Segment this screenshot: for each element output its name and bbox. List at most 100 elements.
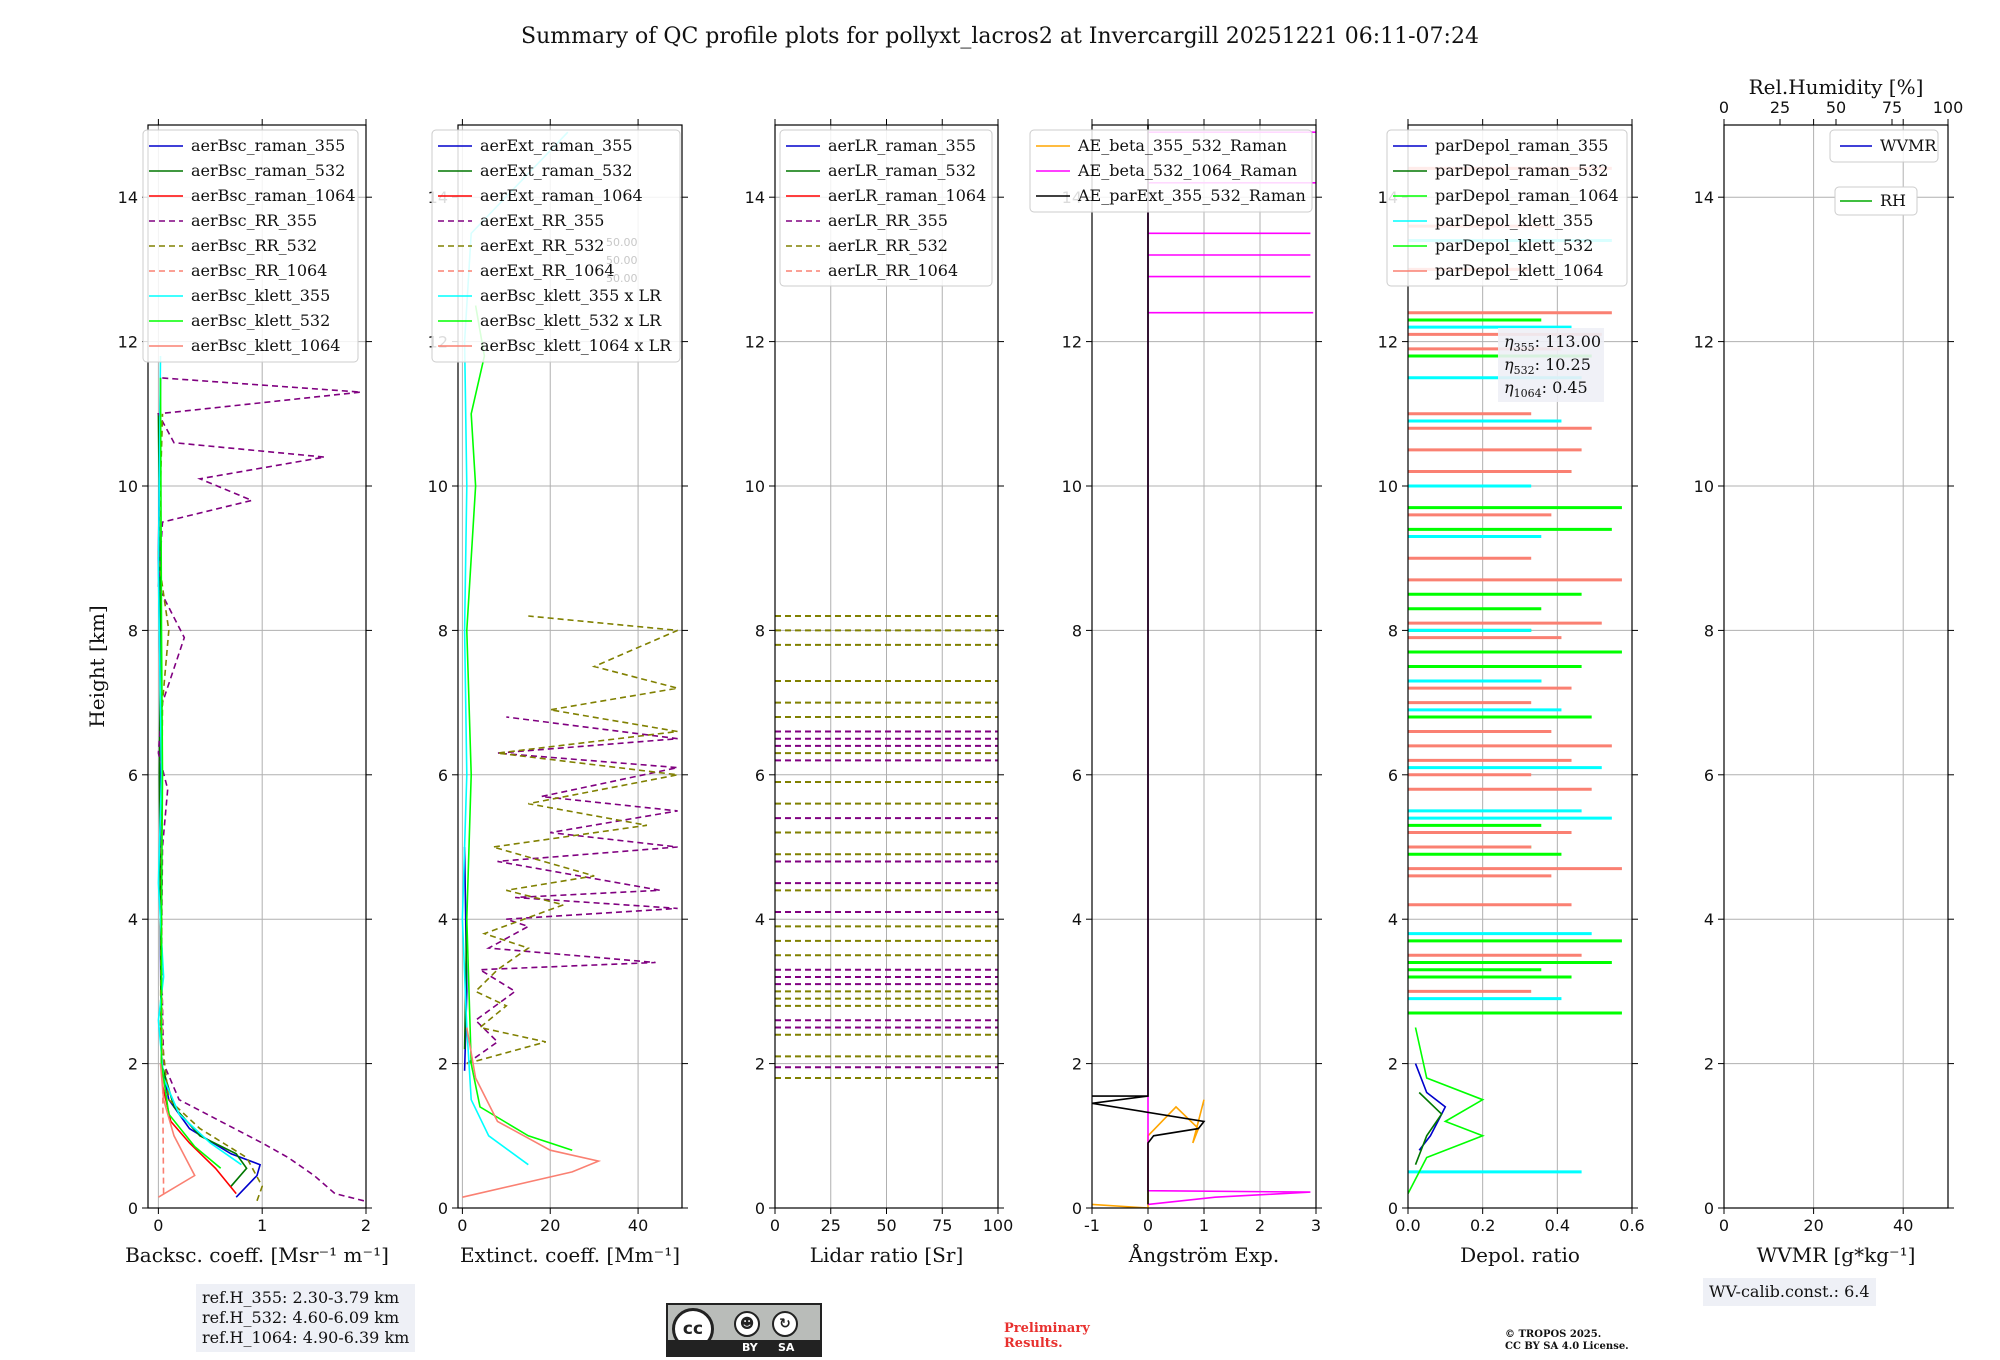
x-axis-label: Backsc. coeff. [Msr⁻¹ m⁻¹]	[125, 1243, 389, 1267]
x-axis-label: Lidar ratio [Sr]	[810, 1243, 964, 1267]
x-tick-label: 0.0	[1395, 1216, 1420, 1235]
series-aerBsc_klett_532	[159, 377, 222, 1169]
preliminary-line-2: Results.	[1004, 1336, 1063, 1351]
cc-label-bar	[668, 1340, 820, 1355]
cc-license-badge: cc ☻ ↻ BY SA	[666, 1303, 822, 1357]
x-tick-label: 2	[361, 1216, 371, 1235]
x-tick-label: 1	[257, 1216, 267, 1235]
plot-frame	[147, 124, 367, 1209]
y-tick-label: 4	[128, 910, 138, 929]
legend-label: aerBsc_raman_1064	[191, 186, 356, 205]
x-axis-label: Depol. ratio	[1460, 1243, 1580, 1267]
cc-sa-label: SA	[778, 1341, 795, 1354]
cc-by-label: BY	[742, 1341, 758, 1354]
x-tick-label: 75	[932, 1216, 952, 1235]
y-tick-label: 4	[1388, 910, 1398, 929]
legend-label: aerBsc_raman_355	[191, 136, 345, 155]
y-tick-label: 8	[128, 621, 138, 640]
x-tick-label: 3	[1311, 1216, 1321, 1235]
legend-background	[779, 129, 993, 287]
x2-tick-label: 0	[1719, 98, 1729, 117]
legend-label: aerBsc_klett_1064	[191, 336, 340, 355]
series-AE_beta_532_1064_Raman	[1147, 131, 1316, 1206]
figure-title: Summary of QC profile plots for pollyxt_…	[521, 24, 1479, 49]
series-aerExt_RR_532	[466, 615, 678, 1065]
x2-tick-label: 100	[1933, 98, 1964, 117]
x-tick-label: 25	[821, 1216, 841, 1235]
legend-background	[431, 129, 681, 363]
panel-water_vapor: 0 20 40 0 2 4 6 8 10 12 14 WVMR [g*kg⁻¹] Rel.Humidit…	[1694, 75, 1964, 1267]
x-tick-label: 0.4	[1545, 1216, 1570, 1235]
wv-calib-box: WV-calib.const.: 6.4	[1703, 1278, 1876, 1306]
y-tick-label: 6	[438, 766, 448, 785]
copyright-line-2: CC BY SA 4.0 License.	[1505, 1341, 1629, 1352]
lr-overlay: 50.00 50.00 50.00	[606, 236, 638, 285]
legend-backscatter: aerBsc_raman_355 aerBsc_raman_532 aerBsc_r…	[142, 129, 359, 363]
y-axis-label: Height [km]	[85, 605, 109, 727]
series-aerBsc_klett_355	[157, 355, 242, 1166]
y-tick-label: 4	[755, 910, 765, 929]
y-tick-label: 8	[1072, 621, 1082, 640]
y-tick-label: 6	[1388, 766, 1398, 785]
y-tick-label: 6	[1704, 766, 1714, 785]
copyright-note: © TROPOS 2025. CC BY SA 4.0 License.	[1505, 1329, 1629, 1353]
x-tick-label: 0	[770, 1216, 780, 1235]
legend-label: AE_beta_532_1064_Raman	[1077, 161, 1297, 180]
y-tick-label: 12	[745, 333, 765, 352]
series-AE_beta_355_532_Raman	[1092, 1099, 1205, 1208]
legend-label: aerBsc_klett_355	[191, 286, 330, 305]
legend-label: aerExt_RR_355	[480, 211, 604, 230]
legend-label: aerLR_raman_532	[828, 161, 976, 180]
legend-label: RH	[1880, 191, 1906, 210]
legend-label: aerExt_raman_355	[480, 136, 633, 155]
legend-extinction: aerExt_raman_355 aerExt_raman_532 aerExt_r…	[431, 129, 681, 363]
legend-label: parDepol_klett_532	[1435, 236, 1593, 255]
y-tick-label: 2	[1072, 1055, 1082, 1074]
lr-overlay-1064: 50.00	[606, 272, 638, 285]
eta-1064: η1064: 0.45	[1504, 378, 1588, 400]
overlays: 50.00 50.00 50.00 η355: 113.00 η532: 10.…	[606, 236, 1604, 402]
series-group	[461, 131, 678, 1198]
legend-label: aerBsc_RR_1064	[191, 261, 327, 280]
legend-label: aerExt_raman_1064	[480, 186, 643, 205]
series-aerBsc_klett_1064 x LR	[462, 1027, 602, 1198]
x-axis-label: Ångström Exp.	[1128, 1242, 1279, 1267]
y-tick-label: 12	[1062, 333, 1082, 352]
legend-depolarization: parDepol_raman_355 parDepol_raman_532 parD…	[1386, 129, 1628, 287]
panel-extinction: 0204002468101214Extinct. coeff. [Mm⁻¹]ae…	[428, 119, 688, 1267]
y-tick-label: 14	[745, 188, 765, 207]
ref-height-1064: ref.H_1064: 4.90-6.39 km	[202, 1328, 410, 1347]
lr-overlay-532: 50.00	[606, 254, 638, 267]
plot-frame	[457, 124, 683, 1209]
lr-overlay-355: 50.00	[606, 236, 638, 249]
legend-label: aerLR_raman_1064	[828, 186, 986, 205]
x2-tick-label: 25	[1770, 98, 1790, 117]
legend-label: aerBsc_RR_532	[191, 236, 317, 255]
y-tick-label: 0	[755, 1199, 765, 1218]
legend-angstrom: AE_beta_355_532_Raman AE_beta_532_1064_Ra…	[1029, 129, 1313, 213]
y-tick-label: 4	[1072, 910, 1082, 929]
series-aerBsc_RR_355	[157, 376, 365, 1202]
legend-background-rh	[1834, 186, 1918, 216]
y-tick-label: 8	[438, 621, 448, 640]
series-aerBsc_klett_532 x LR	[465, 305, 573, 1151]
x-tick-label: 2	[1255, 1216, 1265, 1235]
legend-background	[1386, 129, 1628, 287]
series-parDepol_raman_532	[1414, 1091, 1443, 1165]
plot-frame	[1407, 124, 1633, 1209]
y-tick-label: 8	[1704, 621, 1714, 640]
y-tick-label: 10	[118, 477, 138, 496]
x-axis-label: WVMR [g*kg⁻¹]	[1757, 1243, 1916, 1267]
plot-frame	[1723, 124, 1949, 1209]
eta-532: η532: 10.25	[1504, 355, 1591, 377]
y-tick-label: 10	[1694, 477, 1714, 496]
series-parDepol_klett_532	[1408, 1027, 1485, 1194]
y-tick-label: 4	[438, 910, 448, 929]
ref-height-532: ref.H_532: 4.60-6.09 km	[202, 1308, 400, 1327]
ref-height-355: ref.H_355: 2.30-3.79 km	[202, 1288, 400, 1307]
y-tick-label: 0	[128, 1199, 138, 1218]
x-tick-label: 40	[1893, 1216, 1913, 1235]
series-aerBsc_klett_1064	[157, 1063, 196, 1198]
eta-box-background	[1498, 328, 1604, 402]
